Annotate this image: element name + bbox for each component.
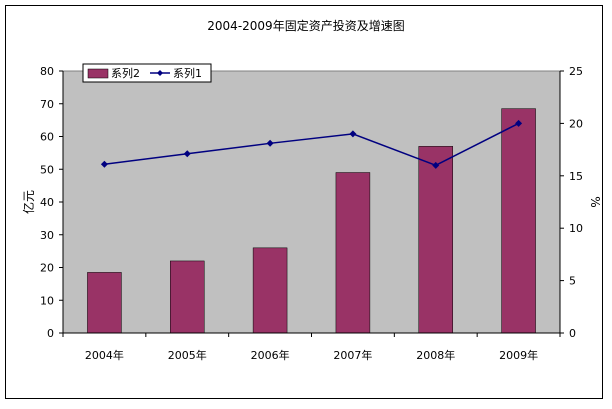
y-axis-label: 亿元 xyxy=(21,190,36,214)
y-axis-left: 0 10 20 30 40 50 60 70 80 xyxy=(40,65,64,340)
line-point xyxy=(515,119,523,127)
series-line xyxy=(104,122,519,167)
y2-axis-label: % xyxy=(588,196,602,207)
y2-tick-label: 15 xyxy=(569,170,583,183)
y-tick-label: 40 xyxy=(40,196,54,209)
y2-tick-label: 25 xyxy=(569,65,583,78)
line-point xyxy=(183,150,191,158)
x-tick-label: 2004年 xyxy=(85,348,124,362)
legend-bar-swatch xyxy=(87,68,109,79)
bar xyxy=(501,108,536,334)
line-point xyxy=(349,130,357,138)
y-tick-label: 20 xyxy=(40,262,54,275)
y-axis-right: 0 5 10 15 20 25 xyxy=(559,65,583,340)
bar-series xyxy=(87,108,536,334)
bar xyxy=(335,172,371,334)
line-point xyxy=(432,161,440,169)
legend-bar-label: 系列2 xyxy=(111,66,140,80)
legend-line-label: 系列1 xyxy=(173,66,202,80)
y-tick-label: 60 xyxy=(40,131,54,144)
y-tick-label: 70 xyxy=(40,98,54,111)
y2-tick-label: 10 xyxy=(569,222,583,235)
bar xyxy=(170,260,205,334)
plot-area xyxy=(62,70,561,334)
line-series xyxy=(100,119,523,169)
y-tick-label: 0 xyxy=(47,327,54,340)
x-axis: 2004年 2005年 2006年 2007年 2008年 2009年 xyxy=(62,332,561,362)
x-tick-label: 2008年 xyxy=(416,348,455,362)
y2-tick-label: 20 xyxy=(569,117,583,130)
x-tick-label: 2009年 xyxy=(499,348,538,362)
bar xyxy=(252,247,288,334)
x-tick-label: 2005年 xyxy=(168,348,207,362)
bar xyxy=(87,272,122,334)
line-point xyxy=(100,160,108,168)
y-tick-label: 30 xyxy=(40,229,54,242)
y2-tick-label: 0 xyxy=(569,327,576,340)
line-point xyxy=(266,139,274,147)
legend-line-marker xyxy=(157,70,163,76)
y2-tick-label: 5 xyxy=(569,275,576,288)
x-tick-label: 2007年 xyxy=(333,348,372,362)
legend: 系列2 系列1 xyxy=(82,63,212,83)
x-tick-label: 2006年 xyxy=(251,348,290,362)
y-tick-label: 80 xyxy=(40,65,54,78)
y-tick-label: 50 xyxy=(40,163,54,176)
legend-box xyxy=(82,63,212,83)
chart-title: 2004-2009年固定资产投资及增速图 xyxy=(207,18,404,33)
bar xyxy=(418,146,453,334)
y-tick-label: 10 xyxy=(40,294,54,307)
